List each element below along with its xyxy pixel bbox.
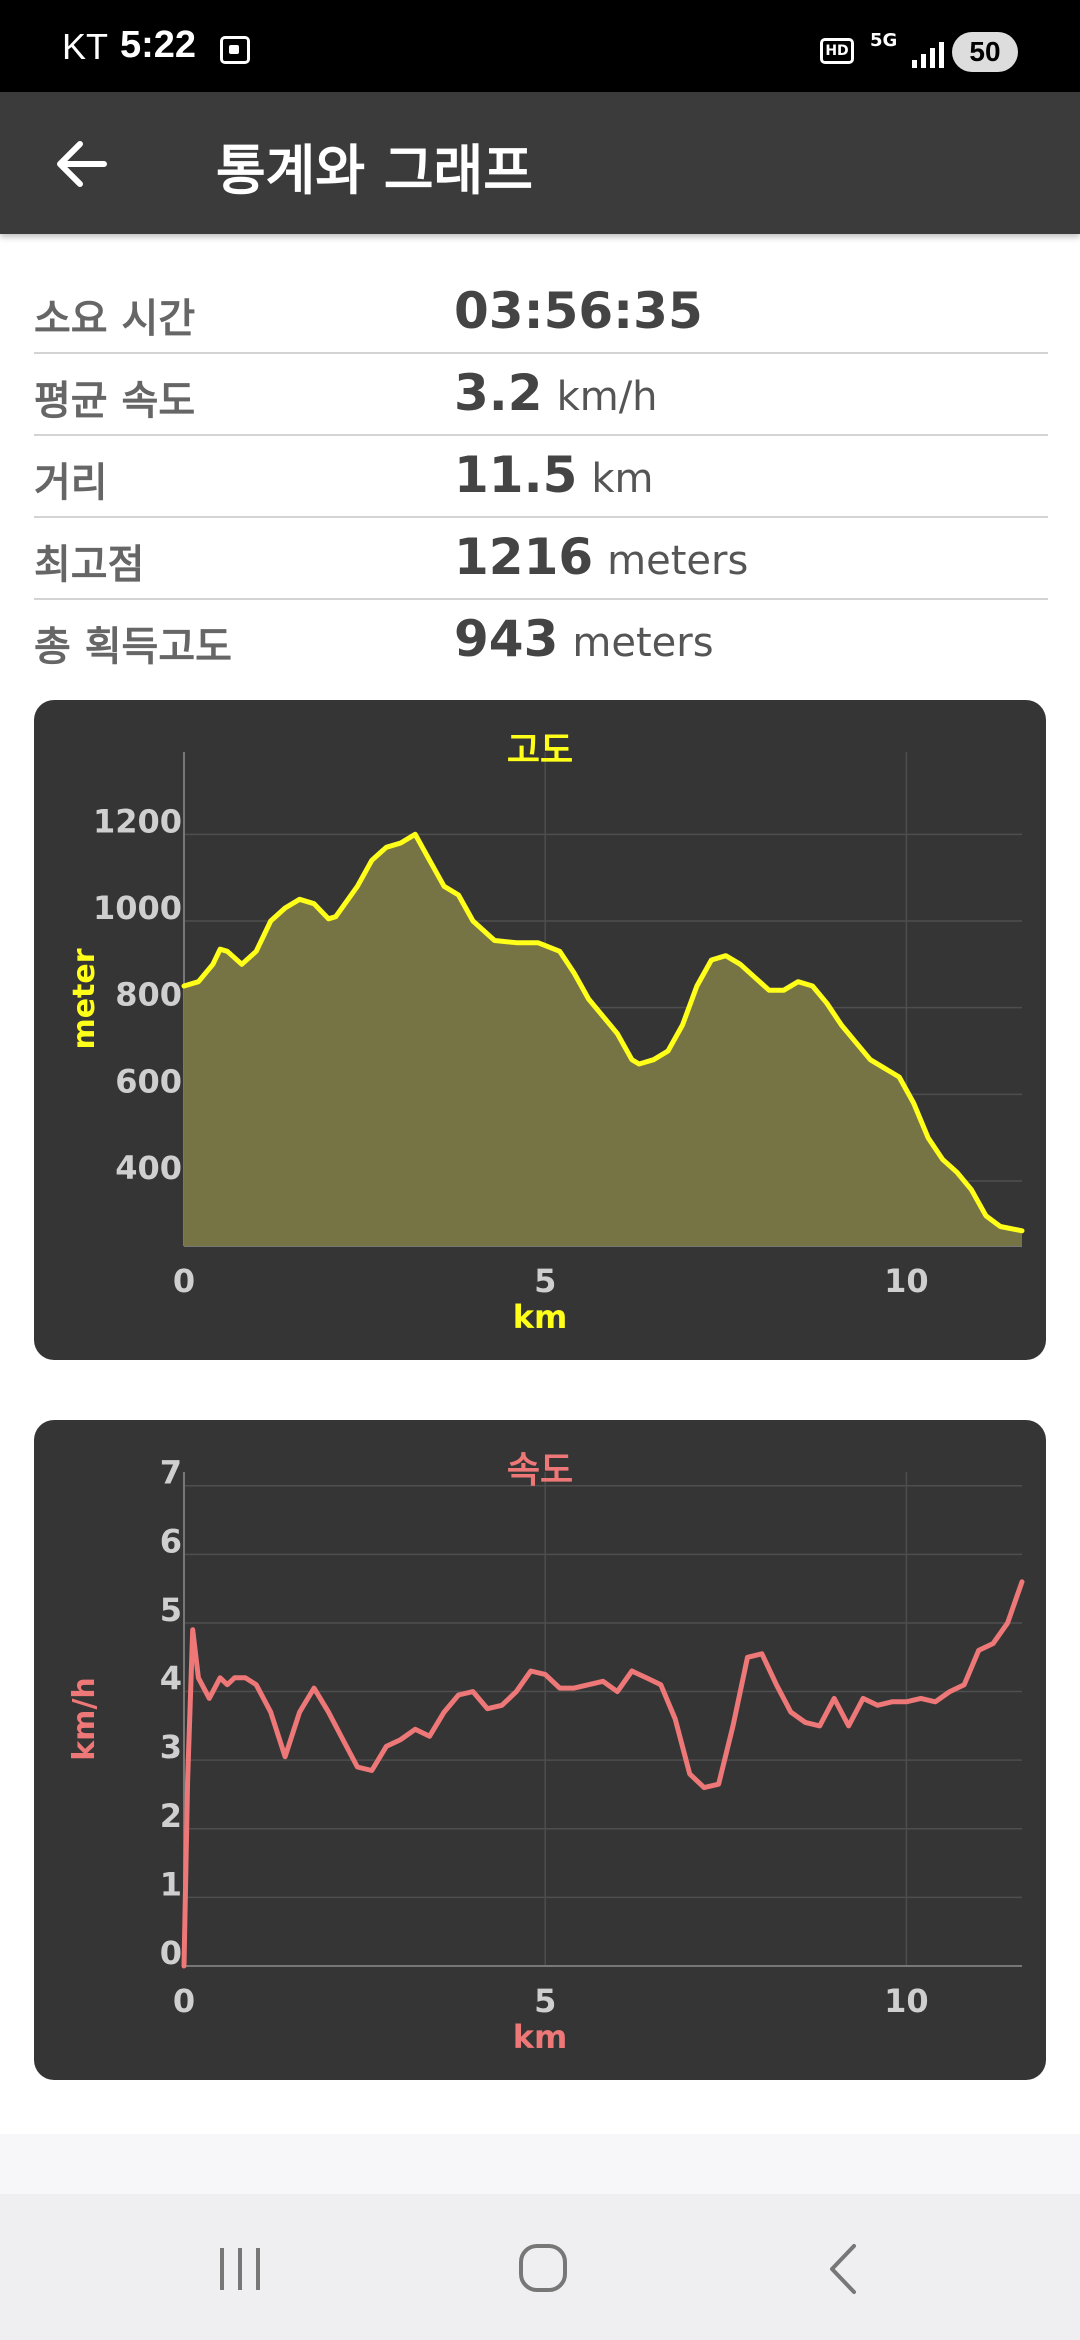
- stat-label: 평균 속도: [34, 378, 196, 424]
- elevation-chart-card: 400 600 800 1000 1200 0 5 10 고도 km meter: [34, 700, 1046, 1360]
- stat-row-avg-speed: 평균 속도 3.2 km/h: [34, 354, 1048, 436]
- speed-chart: 0 1 2 3 4 5 6 7 0 5 10 속도 km km/h: [67, 1450, 1025, 2056]
- battery-icon: 50: [952, 32, 1018, 72]
- speed-chart-card: 0 1 2 3 4 5 6 7 0 5 10 속도 km km/h: [34, 1420, 1046, 2080]
- clock: 5:22: [120, 24, 197, 66]
- stat-value: 3.2 km/h: [454, 364, 658, 422]
- home-icon[interactable]: [503, 2234, 583, 2304]
- signal-icon: [912, 40, 944, 68]
- stat-row-highest-point: 최고점 1216 meters: [34, 518, 1048, 600]
- series-line: [181, 1579, 1025, 1969]
- series-line: [181, 831, 1025, 1234]
- y-tick-label: 2: [160, 1797, 182, 1835]
- hd-voice-icon: HD: [820, 38, 854, 64]
- stat-value: 11.5 km: [454, 446, 654, 504]
- x-tick-label: 10: [884, 1982, 929, 2020]
- stat-row-distance: 거리 11.5 km: [34, 436, 1048, 518]
- chart-title: 고도: [507, 730, 573, 771]
- elevation-chart: 400 600 800 1000 1200 0 5 10 고도 km meter: [67, 730, 1025, 1336]
- y-tick-label: 1000: [93, 889, 182, 927]
- stat-label: 소요 시간: [34, 296, 196, 342]
- stat-row-duration: 소요 시간 03:56:35: [34, 272, 1048, 354]
- y-axis-label: meter: [67, 948, 102, 1049]
- series-area: [184, 834, 1022, 1246]
- y-axis-label: km/h: [67, 1677, 102, 1761]
- stats-table: 소요 시간 03:56:35 평균 속도 3.2 km/h 거리 11.5 km 최…: [34, 272, 1048, 680]
- grid: [183, 1472, 1022, 1967]
- y-tick-label: 7: [160, 1454, 182, 1492]
- y-tick-label: 400: [115, 1149, 182, 1187]
- chart-title: 속도: [507, 1450, 573, 1491]
- network-5g-icon: 5G: [870, 30, 898, 51]
- y-tick-label: 4: [160, 1660, 182, 1698]
- stat-value: 943 meters: [454, 610, 714, 668]
- y-tick-label: 5: [160, 1591, 182, 1629]
- x-tick-label: 0: [173, 1262, 195, 1300]
- page-title: 통계와 그래프: [216, 139, 533, 202]
- footer-area: [0, 2134, 1080, 2194]
- y-tick-label: 3: [160, 1728, 182, 1766]
- y-tick-label: 0: [160, 1934, 182, 1972]
- stat-label: 최고점: [34, 542, 145, 588]
- carrier-label: KT: [62, 26, 109, 67]
- status-bar: KT 5:22 HD 5G 50: [0, 0, 1080, 92]
- y-tick-label: 1200: [93, 802, 182, 840]
- x-axis-label: km: [513, 1298, 568, 1336]
- stat-value: 03:56:35: [454, 282, 703, 340]
- x-tick-label: 5: [534, 1262, 556, 1300]
- x-tick-label: 10: [884, 1262, 929, 1300]
- stat-label: 총 획득고도: [34, 624, 232, 670]
- y-tick-label: 800: [115, 976, 182, 1014]
- arrow-left-icon[interactable]: [52, 136, 116, 192]
- y-tick-label: 6: [160, 1522, 182, 1560]
- stat-value: 1216 meters: [454, 528, 749, 586]
- screenshot-icon: [220, 36, 250, 64]
- recent-apps-icon[interactable]: [200, 2234, 280, 2304]
- y-tick-label: 600: [115, 1062, 182, 1100]
- stat-label: 거리: [34, 460, 108, 506]
- app-bar: 통계와 그래프: [0, 92, 1080, 234]
- x-tick-label: 5: [534, 1982, 556, 2020]
- stat-row-elevation-gain: 총 획득고도 943 meters: [34, 600, 1048, 680]
- system-nav-bar: [0, 2194, 1080, 2340]
- x-tick-label: 0: [173, 1982, 195, 2020]
- y-tick-label: 1: [160, 1865, 182, 1903]
- x-axis-label: km: [513, 2018, 568, 2056]
- back-nav-icon[interactable]: [806, 2234, 886, 2304]
